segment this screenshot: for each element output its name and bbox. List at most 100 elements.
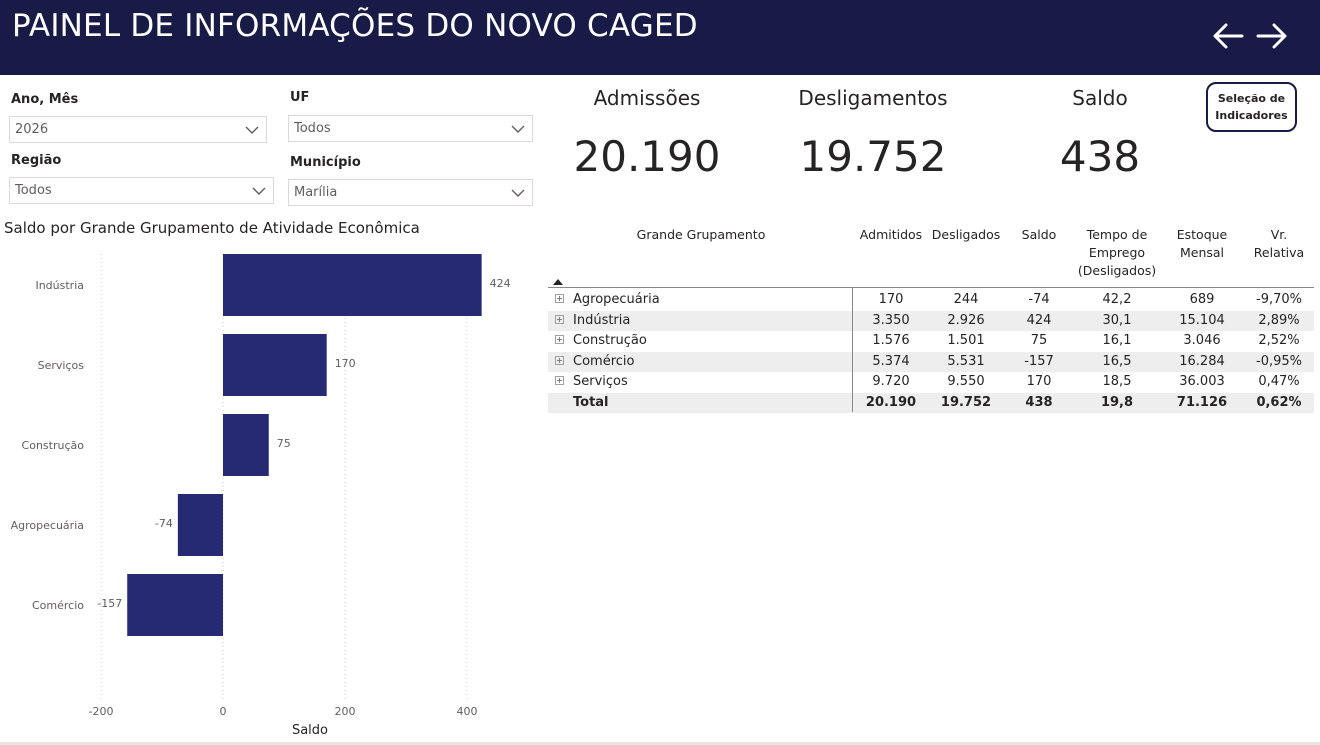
cell-tempo: 19,8 xyxy=(1100,395,1134,410)
cell-saldo: 424 xyxy=(1026,312,1052,328)
uf-dropdown[interactable]: Todos xyxy=(288,115,533,142)
table-total-row: Total 20.190 19.752 438 19,8 71.126 0,62% xyxy=(548,393,1314,413)
cell-tempo: 42,2 xyxy=(1102,292,1132,307)
th-desligados[interactable]: Desligados xyxy=(931,227,1001,242)
category-label: Comércio xyxy=(32,599,84,612)
th-tempo-line3: (Desligados) xyxy=(1077,263,1157,278)
cell-grupamento: Agropecuária xyxy=(573,292,660,307)
data-label: -74 xyxy=(155,517,173,530)
cell-grupamento: Indústria xyxy=(573,312,631,328)
cell-admitidos: 170 xyxy=(878,292,904,307)
municipio-value: Marília xyxy=(294,185,338,200)
ano-mes-label: Ano, Mês xyxy=(11,92,79,107)
th-vr-line1: Vr. xyxy=(1270,227,1288,242)
bar[interactable] xyxy=(223,414,269,476)
selecao-indicadores-button[interactable]: Seleção de Indicadores xyxy=(1206,82,1297,132)
table-row[interactable]: Construção 1.576 1.501 75 16,1 3.046 2,52% xyxy=(548,331,1314,351)
expand-icon[interactable] xyxy=(555,376,564,386)
bottom-divider xyxy=(0,742,1320,745)
table-row[interactable]: Serviços 9.720 9.550 170 18,5 36.003 0,47% xyxy=(548,372,1314,392)
table-row[interactable]: Agropecuária 170 244 -74 42,2 689 -9,70% xyxy=(548,290,1314,310)
bar[interactable] xyxy=(177,494,223,556)
cell-tempo: 30,1 xyxy=(1102,312,1132,328)
data-label: 75 xyxy=(277,437,291,450)
forward-button[interactable] xyxy=(1252,14,1292,58)
data-label: -157 xyxy=(97,597,122,610)
regiao-dropdown[interactable]: Todos xyxy=(9,177,274,204)
category-label: Indústria xyxy=(35,279,84,292)
regiao-value: Todos xyxy=(15,183,52,198)
cell-admitidos: 20.190 xyxy=(865,395,917,410)
th-grupamento[interactable]: Grande Grupamento xyxy=(636,227,766,242)
chevron-down-icon xyxy=(252,187,266,195)
expand-icon[interactable] xyxy=(555,294,564,303)
th-tempo-line2: Emprego xyxy=(1088,245,1146,260)
municipio-dropdown[interactable]: Marília xyxy=(288,179,533,206)
cell-admitidos: 3.350 xyxy=(872,312,910,328)
bar[interactable] xyxy=(223,254,482,316)
saldo-bar-chart: -200 0 200 400 Indústria 424 Serviços 170 Constr… xyxy=(11,254,511,738)
table-row[interactable]: Comércio 5.374 5.531 -157 16,5 16.284 -0,95% xyxy=(548,351,1314,372)
expand-icon[interactable] xyxy=(555,335,564,345)
th-vr-relativa[interactable]: Vr. Relativa xyxy=(1246,226,1312,262)
back-button[interactable] xyxy=(1208,14,1248,58)
cell-desligados: 5.531 xyxy=(947,353,985,369)
th-vr-line2: Relativa xyxy=(1253,245,1305,260)
regiao-label: Região xyxy=(11,153,62,168)
th-saldo[interactable]: Saldo xyxy=(1021,227,1057,242)
expand-icon[interactable] xyxy=(555,355,564,365)
th-estoque-line1: Estoque xyxy=(1176,227,1228,242)
x-tick-label: -200 xyxy=(89,705,114,718)
x-tick-label: 200 xyxy=(335,705,356,718)
cell-tempo: 18,5 xyxy=(1102,374,1132,390)
kpi-saldo-label: Saldo xyxy=(1072,86,1128,110)
page-title: PAINEL DE INFORMAÇÕES DO NOVO CAGED xyxy=(12,8,698,44)
x-axis-title: Saldo xyxy=(292,723,328,738)
cell-desligados: 2.926 xyxy=(947,312,985,328)
expand-icon[interactable] xyxy=(555,314,564,324)
cell-saldo: 170 xyxy=(1026,374,1052,390)
cell-vr: 0,62% xyxy=(1256,395,1302,410)
cell-grupamento: Total xyxy=(573,395,609,410)
ano-mes-dropdown[interactable]: 2026 xyxy=(9,116,267,143)
cell-admitidos: 1.576 xyxy=(872,333,910,349)
cell-estoque: 36.003 xyxy=(1179,374,1225,390)
uf-value: Todos xyxy=(294,121,331,136)
th-tempo-emprego[interactable]: Tempo de Emprego (Desligados) xyxy=(1072,226,1162,280)
chevron-down-icon xyxy=(511,189,525,197)
category-label: Agropecuária xyxy=(11,519,84,532)
cell-estoque: 3.046 xyxy=(1183,333,1221,349)
header-bar: PAINEL DE INFORMAÇÕES DO NOVO CAGED xyxy=(0,0,1320,75)
cell-estoque: 16.284 xyxy=(1179,353,1225,369)
cell-tempo: 16,1 xyxy=(1102,333,1132,349)
cell-grupamento: Comércio xyxy=(573,353,635,369)
th-tempo-line1: Tempo de xyxy=(1086,227,1148,242)
kpi-desligamentos-label: Desligamentos xyxy=(798,86,948,110)
cell-desligados: 9.550 xyxy=(947,374,985,390)
chevron-down-icon xyxy=(245,126,259,134)
cell-desligados: 19.752 xyxy=(940,395,992,410)
municipio-label: Município xyxy=(290,155,361,170)
chevron-down-icon xyxy=(511,125,525,133)
cell-estoque: 689 xyxy=(1189,292,1215,307)
cell-vr: -9,70% xyxy=(1256,292,1302,307)
cell-estoque: 15.104 xyxy=(1179,312,1225,328)
table-row[interactable]: Indústria 3.350 2.926 424 30,1 15.104 2,89% xyxy=(548,310,1314,331)
arrow-left-icon xyxy=(1213,23,1244,49)
category-label: Construção xyxy=(22,439,85,452)
selecao-line2: Indicadores xyxy=(1215,109,1288,122)
x-tick-label: 400 xyxy=(457,705,478,718)
cell-admitidos: 5.374 xyxy=(872,353,910,369)
cell-vr: 0,47% xyxy=(1258,374,1300,390)
th-admitidos[interactable]: Admitidos xyxy=(859,227,923,242)
cell-vr: 2,89% xyxy=(1258,312,1300,328)
bar[interactable] xyxy=(127,574,223,636)
th-estoque[interactable]: Estoque Mensal xyxy=(1165,226,1239,262)
kpi-admissoes-label: Admissões xyxy=(593,86,701,110)
bar[interactable] xyxy=(223,334,327,396)
kpi-saldo-value: 438 xyxy=(1059,132,1141,181)
header-divider xyxy=(548,287,1314,288)
cell-saldo: -74 xyxy=(1028,292,1050,307)
sort-ascending-icon[interactable] xyxy=(553,279,563,285)
arrow-right-icon xyxy=(1256,23,1287,49)
